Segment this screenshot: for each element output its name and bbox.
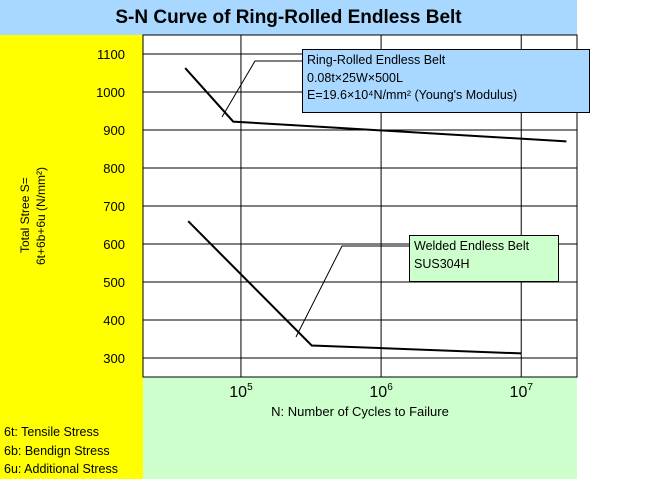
series-line-1 xyxy=(187,220,522,355)
y-tick-label-1000: 1000 xyxy=(96,85,125,100)
y-tick-label-800: 800 xyxy=(103,161,125,176)
y-tick-label-900: 900 xyxy=(103,123,125,138)
annotation-ring-modulus: E=19.6×10⁴N/mm² (Young's Modulus) xyxy=(307,88,518,102)
x-tick-label-6: 106 xyxy=(369,382,393,401)
y-tick-label-500: 500 xyxy=(103,275,125,290)
note-tensile: 6t: Tensile Stress xyxy=(4,425,99,439)
y-axis-panel xyxy=(0,35,143,479)
leader-line-ring xyxy=(221,60,302,118)
stress-notes: 6t: Tensile Stress 6b: Bendign Stress 6u… xyxy=(4,423,142,479)
note-bending: 6b: Bendign Stress xyxy=(4,443,110,458)
y-tick-label-400: 400 xyxy=(103,313,125,328)
plot-frame xyxy=(142,34,578,378)
annotation-ring-rolled: Ring-Rolled Endless Belt 0.08t×25W×500L … xyxy=(302,49,590,113)
x-tick-label-5: 105 xyxy=(229,382,253,401)
series-line-0 xyxy=(184,67,567,143)
y-tick-label-300: 300 xyxy=(103,351,125,366)
leader-line-welded xyxy=(295,245,409,338)
y-tick-label-600: 600 xyxy=(103,237,125,252)
chart-title: S-N Curve of Ring-Rolled Endless Belt xyxy=(0,0,577,35)
note-additional: 6u: Additional Stress xyxy=(4,462,118,476)
annotation-ring-title: Ring-Rolled Endless Belt xyxy=(307,53,446,67)
annotation-welded-material: SUS304H xyxy=(414,256,470,271)
annotation-welded-title: Welded Endless Belt xyxy=(414,239,530,253)
annotation-welded: Welded Endless Belt SUS304H xyxy=(409,235,559,282)
x-tick-label-7: 107 xyxy=(510,382,534,401)
y-tick-label-1100: 1100 xyxy=(97,47,125,62)
y-tick-label-700: 700 xyxy=(103,199,125,214)
x-axis-label: N: Number of Cycles to Failure xyxy=(271,404,449,419)
x-axis-panel xyxy=(143,377,577,479)
annotation-ring-size: 0.08t×25W×500L xyxy=(307,70,403,85)
